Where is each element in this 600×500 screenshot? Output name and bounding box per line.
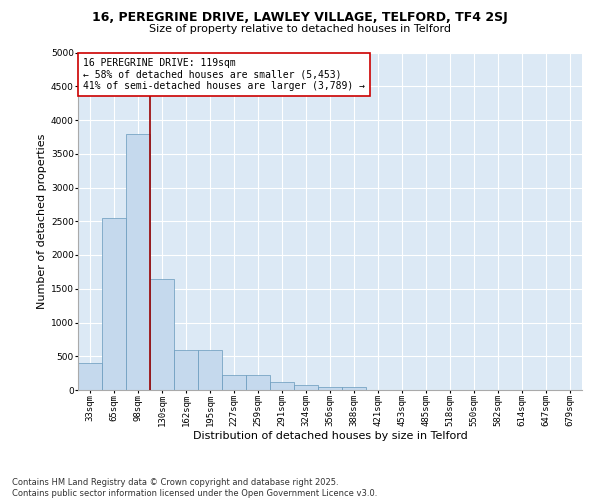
- Bar: [342, 388, 366, 390]
- Bar: [174, 350, 198, 390]
- X-axis label: Distribution of detached houses by size in Telford: Distribution of detached houses by size …: [193, 430, 467, 440]
- Bar: [150, 278, 174, 390]
- Bar: [126, 134, 150, 390]
- Bar: [222, 375, 246, 390]
- Bar: [270, 382, 294, 390]
- Bar: [246, 375, 270, 390]
- Bar: [102, 218, 126, 390]
- Text: 16 PEREGRINE DRIVE: 119sqm
← 58% of detached houses are smaller (5,453)
41% of s: 16 PEREGRINE DRIVE: 119sqm ← 58% of deta…: [83, 58, 365, 91]
- Y-axis label: Number of detached properties: Number of detached properties: [37, 134, 47, 309]
- Bar: [198, 350, 222, 390]
- Bar: [294, 384, 318, 390]
- Text: Size of property relative to detached houses in Telford: Size of property relative to detached ho…: [149, 24, 451, 34]
- Text: 16, PEREGRINE DRIVE, LAWLEY VILLAGE, TELFORD, TF4 2SJ: 16, PEREGRINE DRIVE, LAWLEY VILLAGE, TEL…: [92, 11, 508, 24]
- Bar: [78, 363, 102, 390]
- Bar: [318, 386, 342, 390]
- Text: Contains HM Land Registry data © Crown copyright and database right 2025.
Contai: Contains HM Land Registry data © Crown c…: [12, 478, 377, 498]
